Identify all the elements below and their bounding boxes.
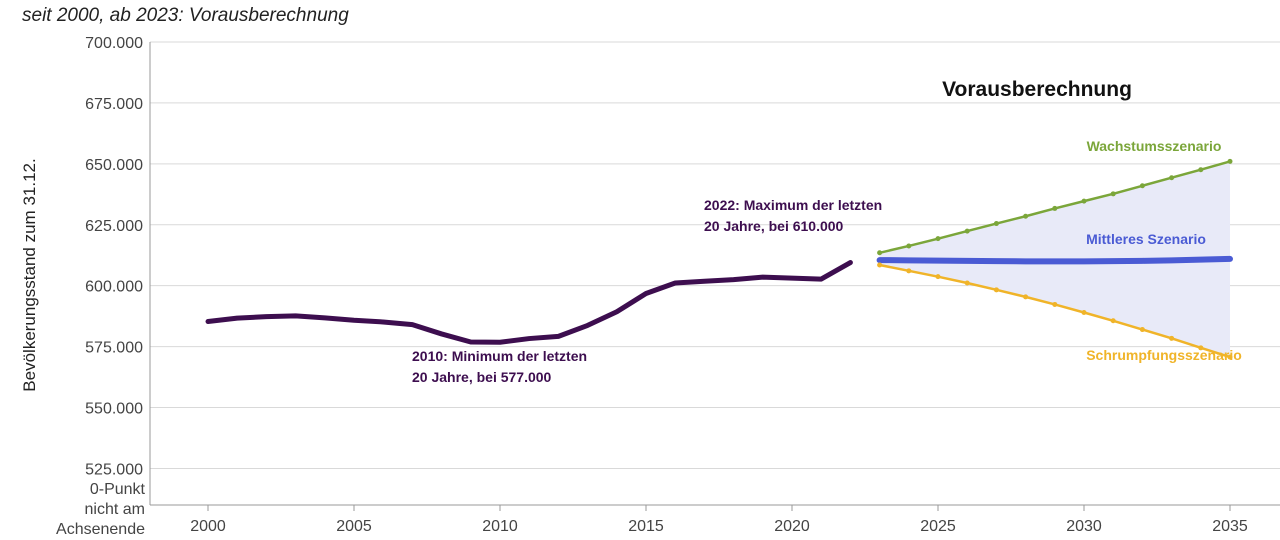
y-tick-label: 625.000: [85, 218, 143, 235]
data-point: [1023, 213, 1029, 219]
data-point: [1139, 327, 1145, 333]
data-point: [1023, 294, 1029, 300]
annotation-text: 20 Jahre, bei 577.000: [412, 369, 552, 385]
data-point: [1081, 309, 1087, 315]
data-point: [1110, 191, 1116, 197]
data-point: [877, 262, 883, 268]
x-tick-label: 2035: [1212, 518, 1248, 535]
labels: Vorausberechnung Wachstumsszenario Mittler…: [412, 78, 1242, 385]
data-point: [1081, 198, 1087, 204]
y-tick-label: 600.000: [85, 279, 143, 296]
series-line: [205, 260, 853, 345]
zero-point-note: Achsenende: [56, 521, 145, 538]
data-point: [1198, 345, 1204, 351]
projection-title: Vorausberechnung: [942, 78, 1132, 101]
zero-point-note: 0-Punkt: [90, 481, 146, 498]
x-tick-label: 2000: [190, 518, 226, 535]
data-point: [1139, 183, 1145, 189]
data-point: [964, 228, 970, 234]
data-point: [1052, 301, 1058, 307]
x-tick-label: 2020: [774, 518, 810, 535]
data-point: [993, 287, 999, 293]
series-label: Mittleres Szenario: [1086, 231, 1206, 247]
x-tick-label: 2005: [336, 518, 372, 535]
series-label: Schrumpfungsszenario: [1086, 347, 1242, 363]
x-tick-label: 2030: [1066, 518, 1102, 535]
series-lines: [205, 158, 1233, 360]
x-tick-label: 2025: [920, 518, 956, 535]
data-point: [993, 221, 999, 227]
data-point: [1110, 318, 1116, 324]
x-tick-label: 2010: [482, 518, 518, 535]
data-point: [1169, 175, 1175, 181]
series-label: Wachstumsszenario: [1087, 138, 1222, 154]
data-point: [906, 268, 912, 274]
data-point: [935, 236, 941, 242]
y-tick-label: 575.000: [85, 340, 143, 357]
data-point: [1227, 158, 1233, 164]
data-point: [1052, 205, 1058, 211]
data-point: [877, 250, 883, 256]
y-tick-label: 650.000: [85, 157, 143, 174]
x-tick-label: 2015: [628, 518, 664, 535]
chart-subtitle: seit 2000, ab 2023: Vorausberechnung: [22, 5, 349, 26]
zero-point-note: nicht am: [85, 501, 145, 518]
data-point: [906, 243, 912, 249]
data-point: [935, 274, 941, 280]
annotation-text: 20 Jahre, bei 610.000: [704, 218, 844, 234]
data-point: [1198, 167, 1204, 173]
data-point: [1227, 354, 1233, 360]
axes: 525.000 550.000 575.000 600.000 625.000 650.0…: [56, 35, 1280, 538]
y-tick-label: 525.000: [85, 461, 143, 478]
data-point: [964, 280, 970, 286]
series-line: [876, 255, 1233, 265]
data-point: [1169, 335, 1175, 341]
annotation-text: 2010: Minimum der letzten: [412, 348, 587, 364]
y-tick-label: 675.000: [85, 96, 143, 113]
y-tick-label: 550.000: [85, 401, 143, 418]
y-tick-label: 700.000: [85, 35, 143, 52]
annotation-text: 2022: Maximum der letzten: [704, 197, 882, 213]
